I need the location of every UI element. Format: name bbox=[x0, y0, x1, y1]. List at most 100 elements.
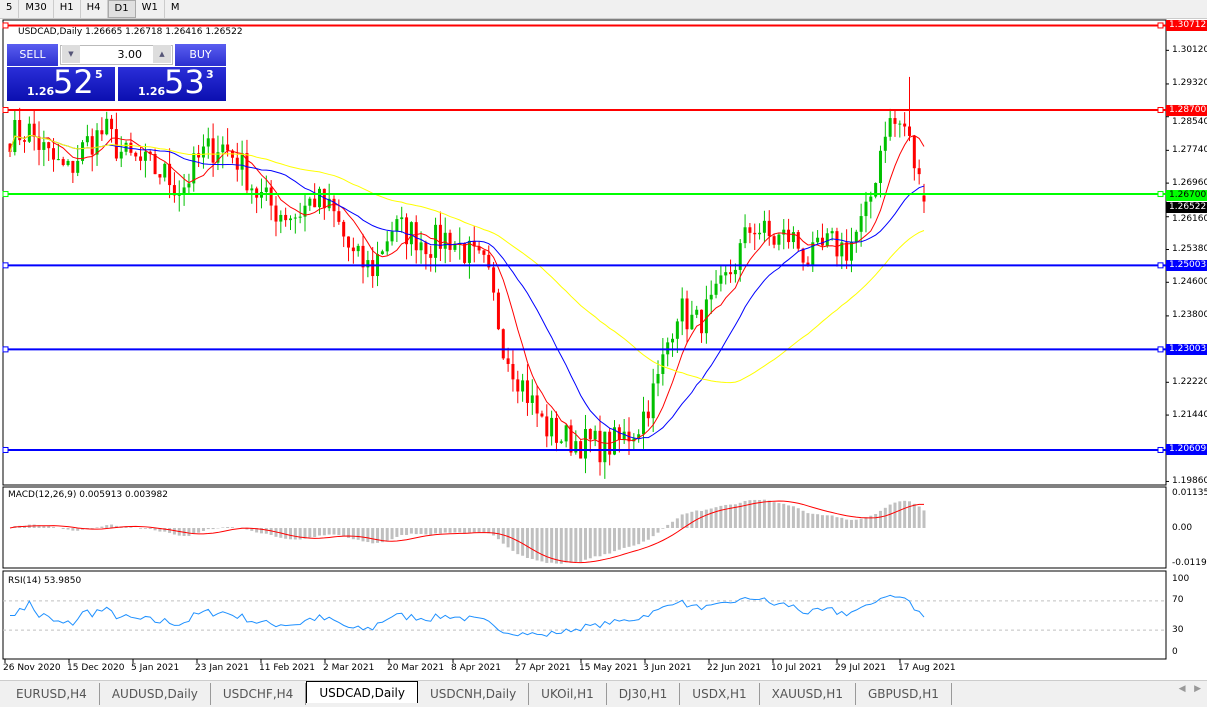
tab-eurusd-h4[interactable]: EURUSD,H4 bbox=[4, 683, 100, 705]
candle-body bbox=[869, 196, 873, 202]
candle-body bbox=[32, 123, 36, 137]
candle bbox=[506, 347, 510, 372]
candle-body bbox=[758, 232, 762, 235]
candle-body bbox=[733, 269, 737, 275]
candle bbox=[27, 116, 31, 144]
tab-ukoil-h1[interactable]: UKOil,H1 bbox=[529, 683, 607, 705]
candle bbox=[893, 109, 897, 137]
price-axis-label: 1.22220 bbox=[1172, 376, 1207, 387]
candle-body bbox=[385, 241, 389, 252]
chart-canvas[interactable] bbox=[0, 0, 1207, 680]
candle bbox=[269, 180, 273, 221]
sell-price[interactable]: 1.26 52 5 bbox=[7, 63, 115, 101]
candle bbox=[71, 160, 75, 184]
candle bbox=[738, 239, 742, 282]
rsi-pane bbox=[2, 570, 1167, 660]
candle-body bbox=[42, 142, 46, 150]
candle-body bbox=[574, 441, 578, 453]
tab-xauusd-h1[interactable]: XAUUSD,H1 bbox=[760, 683, 856, 705]
candle bbox=[685, 290, 689, 343]
macd-pane bbox=[2, 486, 1167, 569]
candle bbox=[690, 300, 694, 330]
candle bbox=[380, 249, 384, 255]
tab-gbpusd-h1[interactable]: GBPUSD,H1 bbox=[856, 683, 952, 705]
candle-body bbox=[211, 138, 215, 163]
candle-body bbox=[274, 205, 278, 222]
candle-body bbox=[651, 383, 655, 419]
timeframe-h1[interactable]: H1 bbox=[54, 0, 81, 18]
candle-body bbox=[216, 152, 220, 163]
candle-body bbox=[342, 221, 346, 237]
candle-body bbox=[820, 237, 824, 246]
tab-usdchf-h4[interactable]: USDCHF,H4 bbox=[211, 683, 307, 705]
candle-body bbox=[598, 430, 602, 463]
candle-body bbox=[559, 441, 563, 443]
candle-body bbox=[172, 185, 176, 196]
candle bbox=[472, 226, 476, 263]
candle bbox=[666, 337, 670, 367]
candle-body bbox=[332, 198, 336, 212]
level-handle bbox=[2, 191, 9, 198]
candle-body bbox=[835, 231, 839, 257]
timeframe-w1[interactable]: W1 bbox=[136, 0, 165, 18]
candle bbox=[782, 219, 786, 250]
candle-body bbox=[472, 240, 476, 247]
tab-scroll-arrows-icon[interactable]: ◀ ▶ bbox=[1178, 684, 1201, 694]
candle-body bbox=[177, 194, 181, 196]
candle-body bbox=[347, 236, 351, 248]
timeframe-m30[interactable]: M30 bbox=[19, 0, 54, 18]
date-axis-label: 17 Aug 2021 bbox=[898, 663, 956, 673]
candle bbox=[825, 228, 829, 248]
rsi-title: RSI(14) 53.9850 bbox=[8, 576, 82, 586]
candle-body bbox=[506, 358, 510, 364]
lot-decrease-icon[interactable]: ▼ bbox=[62, 45, 80, 63]
level-handle bbox=[2, 446, 9, 453]
moving-average-line bbox=[9, 135, 925, 384]
candle-body bbox=[603, 431, 607, 463]
timeframe-d1[interactable]: D1 bbox=[107, 0, 136, 18]
candle bbox=[888, 108, 892, 141]
candle-body bbox=[313, 198, 317, 208]
candle bbox=[32, 110, 36, 151]
candle bbox=[772, 233, 776, 249]
sell-button[interactable]: SELL bbox=[7, 44, 58, 66]
tab-usdcad-daily[interactable]: USDCAD,Daily bbox=[306, 681, 418, 703]
candle-body bbox=[52, 148, 56, 160]
candle bbox=[168, 148, 172, 199]
candle-body bbox=[361, 245, 365, 268]
candle-body bbox=[250, 188, 254, 191]
level-handle bbox=[2, 107, 9, 113]
candle-body bbox=[148, 151, 152, 154]
price-axis-label: 1.26960 bbox=[1172, 177, 1207, 188]
date-axis-label: 29 Jul 2021 bbox=[835, 663, 886, 673]
timeframe-h4[interactable]: H4 bbox=[81, 0, 108, 18]
candle bbox=[85, 124, 89, 147]
candle-body bbox=[612, 427, 616, 455]
candle bbox=[235, 142, 239, 182]
candle bbox=[37, 121, 41, 166]
candle bbox=[366, 250, 370, 278]
buy-price-big: 1.26 bbox=[138, 85, 166, 98]
tab-dj30-h1[interactable]: DJ30,H1 bbox=[607, 683, 681, 705]
tab-usdx-h1[interactable]: USDX,H1 bbox=[680, 683, 760, 705]
lot-increase-icon[interactable]: ▲ bbox=[153, 45, 171, 63]
candle-body bbox=[409, 222, 413, 245]
buy-button[interactable]: BUY bbox=[175, 44, 226, 66]
candle-body bbox=[917, 168, 921, 175]
candle bbox=[912, 135, 916, 181]
candle bbox=[874, 182, 878, 199]
candle bbox=[221, 136, 225, 169]
candle bbox=[419, 231, 423, 264]
price-axis-label: 1.23800 bbox=[1172, 310, 1207, 321]
tab-audusd-daily[interactable]: AUDUSD,Daily bbox=[100, 683, 211, 705]
candle bbox=[845, 229, 849, 269]
lot-size-input[interactable]: 3.00 bbox=[60, 45, 173, 65]
timeframe-5[interactable]: 5 bbox=[0, 0, 20, 18]
buy-price[interactable]: 1.26 53 3 bbox=[118, 63, 226, 101]
candle-body bbox=[264, 187, 268, 192]
candle-body bbox=[298, 216, 302, 218]
candle bbox=[255, 186, 259, 214]
candle-body bbox=[182, 187, 186, 195]
candle-body bbox=[777, 234, 781, 245]
tab-usdcnh-daily[interactable]: USDCNH,Daily bbox=[418, 683, 530, 705]
